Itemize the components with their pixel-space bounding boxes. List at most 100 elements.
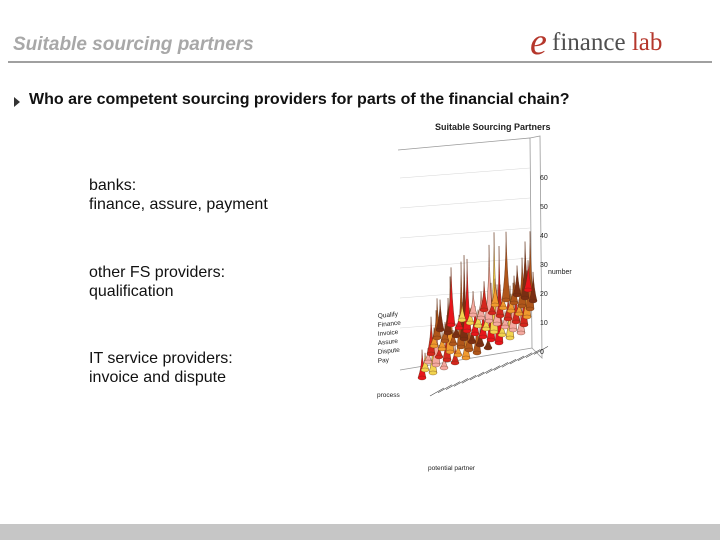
z-tick-label: 10 bbox=[540, 320, 548, 327]
main-question: Who are competent sourcing providers for… bbox=[29, 91, 570, 108]
partner-tick-label bbox=[525, 349, 541, 358]
chart-spike-base bbox=[423, 359, 433, 365]
chart-spike-base bbox=[509, 300, 519, 306]
chart-spike-base bbox=[512, 292, 522, 298]
chart-spike-base bbox=[489, 329, 499, 335]
partner-tick-label bbox=[437, 384, 453, 394]
list-item-detail: qualification bbox=[89, 283, 174, 300]
partner-tick-label bbox=[469, 371, 485, 381]
chart-spike-base bbox=[486, 337, 496, 343]
process-label: Pay bbox=[377, 357, 390, 365]
chart-spike-base bbox=[470, 331, 480, 337]
list-item-label: other FS providers: bbox=[89, 264, 226, 281]
chart-spike-base bbox=[500, 324, 510, 330]
chart-spike-base bbox=[508, 327, 518, 333]
process-label: Finance bbox=[377, 320, 401, 329]
chart-spike-base bbox=[503, 316, 513, 322]
chart-spike-base bbox=[478, 334, 488, 340]
chart-spike-base bbox=[432, 335, 442, 341]
logo-mark: e bbox=[530, 21, 547, 63]
chart-spike-base bbox=[459, 336, 469, 342]
partner-tick-label bbox=[461, 374, 477, 384]
chart-spike bbox=[501, 231, 511, 301]
list-item-label: IT service providers: bbox=[89, 350, 233, 367]
chart-spike bbox=[435, 299, 445, 331]
y-axis-label: process bbox=[377, 392, 401, 399]
x-axis-label: potential partner bbox=[428, 465, 476, 472]
z-tick-label: 40 bbox=[540, 233, 548, 240]
chart-spike-base bbox=[501, 297, 511, 303]
chart-spike-base bbox=[439, 365, 449, 371]
list-item-it-providers: IT service providers: invoice and disput… bbox=[89, 349, 233, 387]
chart-spike-base bbox=[468, 312, 478, 318]
chart-spike bbox=[523, 260, 533, 291]
sourcing-partners-chart: Suitable Sourcing Partners 0 10 20 30 40 50 60 n… bbox=[360, 118, 720, 478]
chart-spike bbox=[457, 302, 467, 321]
list-item-detail: finance, assure, payment bbox=[89, 196, 268, 213]
chart-spike-base bbox=[456, 344, 466, 350]
chart-spike-base bbox=[487, 310, 497, 316]
chart-spike-base bbox=[454, 325, 464, 331]
chart-spike-base bbox=[525, 306, 535, 312]
chart-spike-base bbox=[516, 330, 526, 336]
chart-spike-base bbox=[462, 328, 472, 334]
list-item-fs-providers: other FS providers: qualification bbox=[89, 263, 225, 301]
chart-spike-base bbox=[453, 352, 463, 358]
chart-spike-base bbox=[443, 330, 453, 336]
partner-tick-label bbox=[501, 358, 517, 368]
chart-spike-base bbox=[483, 345, 493, 351]
partner-tick-label bbox=[445, 381, 461, 390]
header-divider bbox=[8, 61, 712, 63]
chart-spike-base bbox=[472, 350, 482, 356]
chart-spike-base bbox=[484, 318, 494, 324]
chart-title: Suitable Sourcing Partners bbox=[435, 122, 551, 132]
logo-word-accent: lab bbox=[631, 29, 663, 56]
chart-spike-base bbox=[464, 347, 474, 353]
chart-spike-base bbox=[426, 351, 436, 357]
chart-spike-base bbox=[479, 307, 489, 313]
chart-spike-base bbox=[475, 342, 485, 348]
chart-spike-base bbox=[448, 341, 458, 347]
z-tick-label: 50 bbox=[540, 204, 548, 211]
chart-spike-base bbox=[476, 315, 486, 321]
process-label: Assure bbox=[377, 338, 398, 347]
chart-spike-base bbox=[492, 321, 502, 327]
process-label: Qualify bbox=[377, 311, 399, 320]
chart-spike-base bbox=[495, 313, 505, 319]
chart-spike-base bbox=[428, 370, 438, 376]
chart-spike-base bbox=[434, 354, 444, 360]
chart-spike-base bbox=[481, 326, 491, 332]
z-tick-label: 30 bbox=[540, 262, 548, 269]
chart-spike bbox=[468, 291, 478, 316]
chart-spike-base bbox=[528, 298, 538, 304]
chart-spike-base bbox=[451, 333, 461, 339]
chart-spike-base bbox=[446, 322, 456, 328]
chart-gridline bbox=[399, 257, 531, 269]
chart-spike-base bbox=[442, 357, 452, 363]
z-tick-label: 0 bbox=[540, 349, 544, 356]
process-label: Dispute bbox=[377, 347, 400, 356]
chart-spike-base bbox=[440, 338, 450, 344]
partner-tick-label bbox=[493, 362, 509, 371]
chart-spike bbox=[490, 278, 500, 306]
chart-spike bbox=[451, 323, 461, 337]
partner-tick-label bbox=[485, 365, 501, 374]
chart-svg: Suitable Sourcing Partners 0 10 20 30 40 50 60 n… bbox=[377, 122, 572, 472]
chart-spike-base bbox=[457, 317, 467, 323]
chart-spike-base bbox=[517, 303, 527, 309]
efinance-lab-logo: e finance lab bbox=[530, 21, 710, 63]
chart-spike-base bbox=[514, 311, 524, 317]
chart-spike-base bbox=[522, 314, 532, 320]
chart-spike-base bbox=[465, 320, 475, 326]
chart-spike-base bbox=[417, 375, 427, 381]
partner-tick-label bbox=[533, 346, 549, 355]
chart-spike-base bbox=[490, 302, 500, 308]
chart-spike-base bbox=[523, 287, 533, 293]
chart-spike bbox=[434, 344, 444, 358]
chart-spike-base bbox=[467, 339, 477, 345]
page-title: Suitable sourcing partners bbox=[13, 34, 254, 55]
chart-spike-base bbox=[494, 340, 504, 346]
chart-gridline bbox=[399, 197, 531, 209]
logo-word: finance bbox=[552, 29, 632, 56]
z-axis-label: number bbox=[548, 269, 572, 276]
